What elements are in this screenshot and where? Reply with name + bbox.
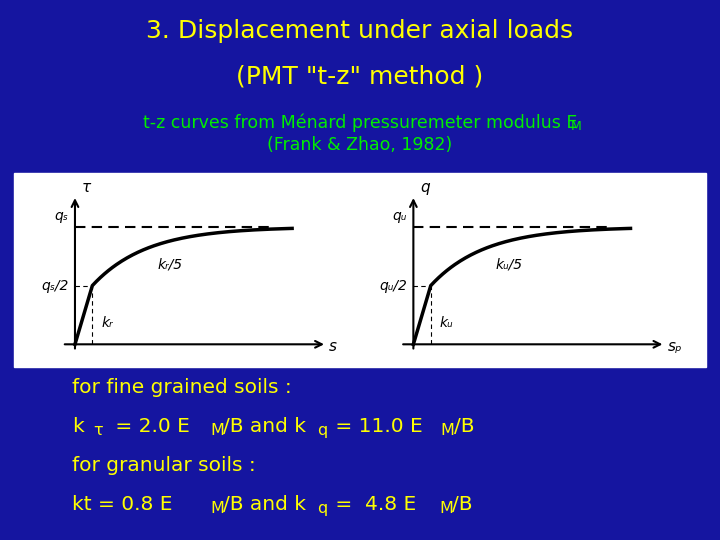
Text: qᵤ: qᵤ: [392, 210, 407, 224]
Text: (PMT "t-z" method ): (PMT "t-z" method ): [236, 65, 484, 89]
Text: M: M: [210, 423, 224, 438]
Text: M: M: [441, 423, 454, 438]
Text: = 11.0 E: = 11.0 E: [329, 417, 423, 436]
Text: =  4.8 E: = 4.8 E: [329, 495, 416, 514]
Text: = 2.0 E: = 2.0 E: [109, 417, 190, 436]
Text: sₚ: sₚ: [667, 339, 682, 354]
Text: qₛ/2: qₛ/2: [41, 279, 68, 293]
Text: kᵤ: kᵤ: [439, 316, 453, 330]
Text: qᵤ/2: qᵤ/2: [379, 279, 407, 293]
Text: /B and k: /B and k: [223, 495, 306, 514]
Text: M: M: [439, 501, 453, 516]
Text: q: q: [317, 501, 327, 516]
Text: s: s: [329, 339, 337, 354]
Text: kᵣ: kᵣ: [101, 316, 112, 330]
Text: 3. Displacement under axial loads: 3. Displacement under axial loads: [146, 19, 574, 43]
Text: for granular soils :: for granular soils :: [72, 456, 256, 475]
Text: kt = 0.8 E: kt = 0.8 E: [72, 495, 173, 514]
Text: τ: τ: [81, 180, 91, 195]
Text: (Frank & Zhao, 1982): (Frank & Zhao, 1982): [267, 136, 453, 154]
Text: /B and k: /B and k: [223, 417, 306, 436]
Text: for fine grained soils :: for fine grained soils :: [72, 378, 292, 397]
Text: M: M: [210, 501, 224, 516]
Text: /B: /B: [454, 417, 474, 436]
Text: M: M: [571, 120, 582, 133]
Text: kᵤ/5: kᵤ/5: [496, 258, 523, 272]
Text: q: q: [317, 423, 327, 438]
Text: qₛ: qₛ: [55, 210, 68, 224]
Text: q: q: [420, 180, 430, 195]
Text: k: k: [72, 417, 84, 436]
Text: τ: τ: [94, 423, 103, 438]
Text: /B: /B: [452, 495, 472, 514]
Text: kᵣ/5: kᵣ/5: [158, 258, 183, 272]
Text: t-z curves from Ménard pressuremeter modulus E: t-z curves from Ménard pressuremeter mod…: [143, 113, 577, 132]
